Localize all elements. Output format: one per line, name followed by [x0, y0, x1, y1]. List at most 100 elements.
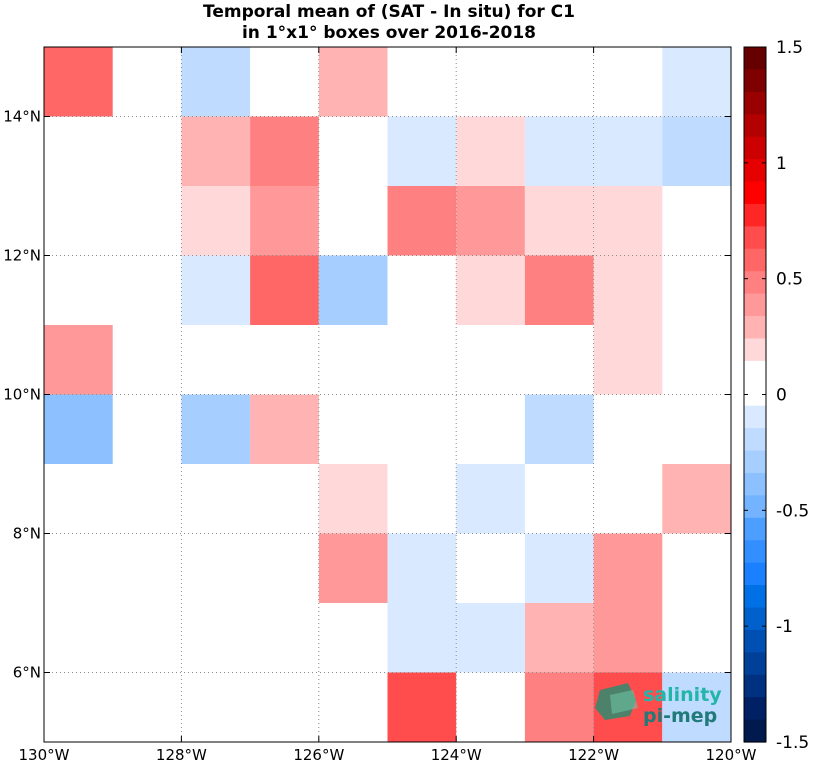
heatmap-cell: [524, 255, 594, 325]
heatmap-cell: [593, 325, 663, 395]
heatmap-cell: [662, 464, 731, 534]
colorbar-segment: [744, 383, 766, 407]
colorbar-segment: [744, 316, 766, 340]
colorbar-segment: [744, 428, 766, 452]
x-tick-label: 120°W: [706, 746, 757, 763]
heatmap-cell: [524, 533, 594, 603]
heatmap-cell: [387, 672, 457, 742]
colorbar-tick-label: 0.5: [776, 270, 803, 290]
heatmap-cell: [181, 255, 251, 325]
heatmap-cell: [44, 47, 113, 117]
colorbar-tick-label: 1.5: [776, 38, 803, 58]
heatmap-cell: [318, 255, 388, 325]
colorbar-segment: [744, 517, 766, 541]
colorbar-segment: [744, 91, 766, 115]
colorbar-segment: [744, 136, 766, 160]
colorbar-segment: [744, 405, 766, 429]
colorbar-segment: [744, 629, 766, 653]
colorbar-segment: [744, 114, 766, 138]
heatmap-cell: [387, 603, 457, 673]
heatmap-cell: [593, 255, 663, 325]
chart-title-line-1: Temporal mean of (SAT - In situ) for C1: [203, 2, 575, 22]
heatmap-cell: [181, 47, 251, 117]
heatmap-cell: [524, 603, 594, 673]
heatmap-cell: [662, 47, 731, 117]
y-tick-label: 12°N: [3, 247, 41, 265]
heatmap-cell: [318, 464, 388, 534]
colorbar-segment: [744, 697, 766, 721]
heatmap-cell: [593, 603, 663, 673]
colorbar-segment: [744, 248, 766, 272]
heatmap-cell: [387, 533, 457, 603]
colorbar-segment: [744, 472, 766, 496]
colorbar-segment: [744, 181, 766, 205]
heatmap-cells: [44, 47, 731, 742]
colorbar-segment: [744, 47, 766, 71]
y-tick-label: 8°N: [13, 525, 41, 543]
colorbar-segment: [744, 360, 766, 384]
axis-ticks: 130°W 128°W 126°W 124°W 122°W 120°W 6°N 8°N 10°N…: [3, 47, 757, 763]
colorbar-segment: [744, 159, 766, 183]
logo-line-1: salinity: [643, 684, 722, 706]
x-tick-label: 126°W: [293, 746, 344, 763]
heatmap-cell: [318, 533, 388, 603]
heatmap-cell: [250, 186, 319, 256]
x-tick-label: 130°W: [19, 746, 70, 763]
heatmap-cell: [456, 116, 525, 186]
heatmap-cell: [456, 464, 525, 534]
chart-title-line-2: in 1°x1° boxes over 2016-2018: [242, 23, 536, 43]
heatmap-cell: [181, 116, 251, 186]
colorbar-segment: [744, 719, 766, 743]
heatmap-cell: [456, 186, 525, 256]
heatmap-cell: [318, 47, 388, 117]
colorbar-segment: [744, 674, 766, 698]
colorbar-tick-label: 1: [776, 154, 787, 174]
heatmap-cell: [524, 672, 594, 742]
colorbar: 1.5 1 0.5 0 -0.5 -1 -1.5: [743, 38, 809, 753]
y-tick-label: 6°N: [13, 664, 41, 682]
colorbar-segment: [744, 585, 766, 609]
heatmap-cell: [250, 255, 319, 325]
grid-lines: [43, 47, 732, 742]
colorbar-tick-label: 0: [776, 386, 787, 406]
logo-line-2: pi-mep: [643, 705, 717, 727]
heatmap-cell: [387, 186, 457, 256]
heatmap-cell: [593, 116, 663, 186]
colorbar-tick-label: -1.5: [776, 733, 809, 753]
heatmap-cell: [250, 394, 319, 464]
heatmap-cell: [181, 186, 251, 256]
colorbar-segment: [744, 338, 766, 362]
colorbar-segment: [744, 495, 766, 519]
heatmap-cell: [44, 394, 113, 464]
heatmap-cell: [456, 603, 525, 673]
colorbar-tick-label: -1: [776, 617, 793, 637]
colorbar-segment: [744, 226, 766, 250]
colorbar-segment: [744, 293, 766, 317]
heatmap-cell: [387, 116, 457, 186]
heatmap-cell: [662, 672, 731, 742]
y-tick-label: 14°N: [3, 108, 41, 126]
heatmap-cell: [524, 394, 594, 464]
logo-mark-highlight-icon: [610, 690, 638, 714]
salinity-pimep-logo: salinity pi-mep: [595, 683, 722, 727]
colorbar-segment: [744, 271, 766, 295]
heatmap-cell: [250, 116, 319, 186]
x-tick-label: 128°W: [156, 746, 207, 763]
colorbar-segment: [744, 562, 766, 586]
y-tick-label: 10°N: [3, 386, 41, 404]
heatmap-cell: [181, 394, 251, 464]
heatmap-cell: [524, 116, 594, 186]
heatmap-cell: [593, 186, 663, 256]
colorbar-segment: [744, 607, 766, 631]
colorbar-segment: [744, 69, 766, 93]
chart-title: Temporal mean of (SAT - In situ) for C1 …: [203, 2, 575, 43]
colorbar-segment: [744, 203, 766, 227]
heatmap-cell: [524, 186, 594, 256]
x-tick-label: 124°W: [431, 746, 482, 763]
colorbar-tick-label: -0.5: [776, 501, 809, 521]
heatmap-cell: [456, 255, 525, 325]
colorbar-segment: [744, 652, 766, 676]
x-tick-label: 122°W: [568, 746, 619, 763]
colorbar-segment: [744, 540, 766, 564]
